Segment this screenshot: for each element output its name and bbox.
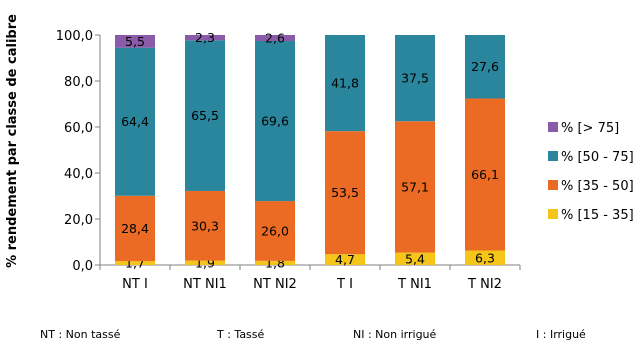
data-label: 53,5	[331, 185, 359, 200]
bar-segment	[115, 261, 155, 265]
footnote-ni: NI : Non irrigué	[353, 328, 437, 341]
data-label: 64,4	[121, 114, 149, 129]
data-label: 57,1	[401, 179, 429, 194]
legend-label: % [15 - 35]	[561, 208, 634, 223]
y-tick-label: 100,0	[56, 29, 93, 44]
y-tick-label: 80,0	[64, 75, 93, 90]
bar-segment	[465, 250, 505, 265]
bar-segment	[185, 35, 225, 41]
bar-segment	[185, 260, 225, 265]
y-axis-title: % rendement par classe de calibre	[5, 14, 20, 268]
data-label: 41,8	[331, 76, 359, 91]
legend-swatch	[548, 122, 558, 132]
legend: % [> 75] % [50 - 75] % [35 - 50] % [15 - 35…	[548, 121, 634, 223]
y-tick-label: 60,0	[64, 121, 93, 136]
bar-segment	[255, 201, 295, 261]
bar-segment	[255, 40, 295, 202]
legend-swatch	[548, 209, 558, 219]
bar-segment	[395, 121, 435, 253]
data-label: 4,7	[335, 252, 355, 267]
data-label: 27,6	[471, 59, 499, 74]
x-axis: NT I NT NI1 NT NI2 T I T NI1 T NI2	[99, 264, 521, 292]
data-label: 66,1	[471, 167, 499, 182]
data-label: 28,4	[121, 221, 149, 236]
data-label: 69,6	[261, 114, 289, 129]
data-label: 2,3	[195, 30, 215, 45]
data-label: 5,4	[405, 251, 425, 266]
data-label: 30,3	[191, 218, 219, 233]
data-label: 37,5	[401, 71, 429, 86]
bar-segment	[395, 252, 435, 265]
footnote-nt: NT : Non tassé	[40, 328, 121, 341]
x-tick-label: T I	[336, 277, 353, 292]
x-tick-label: T NI2	[467, 277, 502, 292]
footnote-i: I : Irrigué	[536, 328, 586, 341]
data-label: 65,5	[191, 108, 219, 123]
legend-label: % [35 - 50]	[561, 179, 634, 194]
bar-segment	[115, 195, 155, 262]
bar-segment	[185, 190, 225, 261]
bar-segment	[325, 254, 365, 265]
bar-segment	[465, 98, 505, 251]
y-axis: 0,0 20,0 40,0 60,0 80,0 100,0	[56, 29, 101, 274]
legend-label: % [> 75]	[561, 121, 619, 136]
x-tick-label: NT NI1	[183, 277, 227, 292]
bar-segment	[255, 260, 295, 265]
footnote-t: T : Tassé	[217, 328, 265, 341]
bar-segment	[465, 35, 505, 99]
stacked-bar-chart: 0,0 20,0 40,0 60,0 80,0 100,0 NT I NT NI1 NT NI…	[5, 14, 634, 292]
legend-swatch	[548, 151, 558, 161]
bar-segment	[115, 35, 155, 48]
bar-segment	[255, 35, 295, 41]
x-tick-label: NT NI2	[253, 277, 297, 292]
bar-segment	[325, 131, 365, 255]
data-label: 26,0	[261, 223, 289, 238]
legend-swatch	[548, 180, 558, 190]
x-tick-label: NT I	[122, 277, 148, 292]
bar-segment	[185, 40, 225, 191]
y-tick-label: 20,0	[64, 213, 93, 228]
y-tick-label: 40,0	[64, 167, 93, 182]
legend-label: % [50 - 75]	[561, 150, 634, 165]
data-label: 6,3	[475, 250, 495, 265]
bar-segment	[325, 35, 365, 132]
bar-segment	[395, 35, 435, 122]
data-label: 2,6	[265, 30, 285, 45]
bar-segment	[115, 47, 155, 196]
bars: 1,728,464,45,51,930,365,52,31,826,069,62…	[115, 30, 505, 271]
y-tick-label: 0,0	[72, 259, 93, 274]
x-tick-label: T NI1	[397, 277, 432, 292]
data-label: 5,5	[125, 34, 145, 49]
